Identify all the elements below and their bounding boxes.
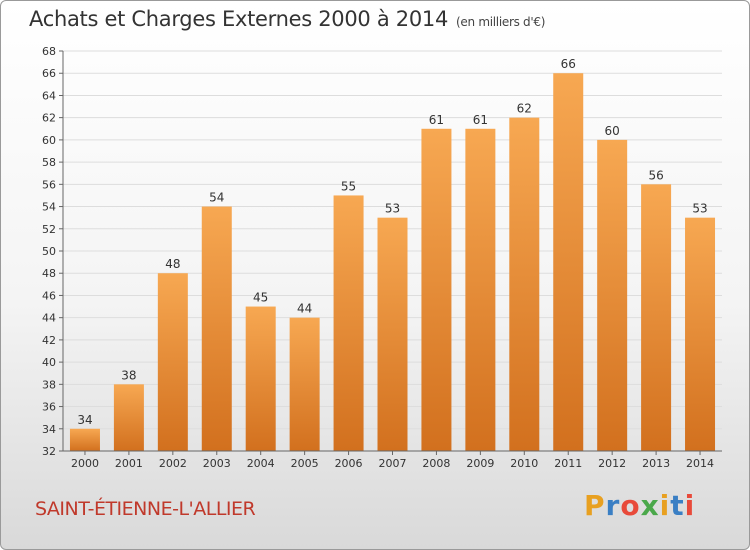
value-label: 61 <box>473 113 488 127</box>
x-tick-label: 2000 <box>71 457 99 470</box>
bar-2008 <box>421 128 452 451</box>
x-tick-label: 2002 <box>159 457 187 470</box>
bar-2003 <box>201 206 232 451</box>
bar-2006 <box>333 195 364 451</box>
y-tick-label: 36 <box>42 401 56 414</box>
bar-2011 <box>553 73 584 451</box>
chart-title: Achats et Charges Externes 2000 à 2014 (e… <box>29 7 545 31</box>
bar-2004 <box>245 306 276 451</box>
bar-2002 <box>157 273 188 451</box>
value-label: 61 <box>429 113 444 127</box>
town-name: SAINT-ÉTIENNE-L'ALLIER <box>35 498 256 520</box>
bar-2009 <box>465 128 496 451</box>
value-label: 34 <box>77 413 92 427</box>
x-tick-label: 2010 <box>510 457 538 470</box>
x-tick-label: 2006 <box>335 457 363 470</box>
x-tick-label: 2004 <box>247 457 275 470</box>
value-label: 38 <box>121 368 136 382</box>
value-label: 45 <box>253 291 268 305</box>
value-label: 48 <box>165 257 180 271</box>
bar-2007 <box>377 217 408 451</box>
y-tick-label: 60 <box>42 134 56 147</box>
y-tick-label: 54 <box>42 201 56 214</box>
bars: 34 38 48 54 45 44 55 53 61 61 62 66 60 56 53 <box>69 57 716 452</box>
y-tick-label: 48 <box>42 267 56 280</box>
logo-letter: t <box>670 489 685 522</box>
x-tick-label: 2013 <box>642 457 670 470</box>
x-tick-label: 2001 <box>115 457 143 470</box>
logo-letter: r <box>605 489 621 522</box>
y-tick-label: 46 <box>42 289 56 302</box>
bar-2001 <box>113 384 144 451</box>
value-label: 56 <box>648 168 663 182</box>
x-tick-label: 2009 <box>466 457 494 470</box>
y-tick-label: 50 <box>42 245 56 258</box>
y-tick-label: 34 <box>42 423 56 436</box>
x-tick-label: 2005 <box>291 457 319 470</box>
bar-2010 <box>509 117 540 452</box>
value-label: 53 <box>385 202 400 216</box>
value-label: 66 <box>561 57 576 71</box>
x-tick-label: 2014 <box>686 457 714 470</box>
logo-letter: i <box>659 489 671 522</box>
x-tick-label: 2012 <box>598 457 626 470</box>
y-tick-label: 64 <box>42 89 56 102</box>
y-tick-label: 66 <box>42 67 56 80</box>
y-tick-label: 52 <box>42 223 56 236</box>
value-label: 44 <box>297 302 312 316</box>
y-tick-label: 38 <box>42 378 56 391</box>
x-tick-label: 2008 <box>422 457 450 470</box>
logo-letter: i <box>684 489 696 522</box>
value-label: 54 <box>209 191 224 205</box>
logo-letter: x <box>640 489 660 522</box>
bar-2012 <box>597 139 628 451</box>
chart-title-text: Achats et Charges Externes 2000 à 2014 <box>29 7 449 31</box>
y-tick-label: 58 <box>42 156 56 169</box>
value-label: 55 <box>341 179 356 193</box>
bar-2005 <box>289 317 320 451</box>
bar-2000 <box>69 428 100 451</box>
y-tick-label: 56 <box>42 178 56 191</box>
bar-2013 <box>641 184 672 452</box>
x-tick-label: 2003 <box>203 457 231 470</box>
axes: 32 34 36 38 40 42 44 46 48 50 52 54 56 58 60 62 64 66 68 20… <box>42 45 722 470</box>
logo-letter: o <box>620 489 641 522</box>
x-tick-label: 2011 <box>554 457 582 470</box>
y-tick-label: 32 <box>42 445 56 458</box>
logo-letter: P <box>584 489 606 522</box>
proxiti-logo: Proxiti <box>584 489 695 522</box>
value-label: 60 <box>605 124 620 138</box>
chart-subtitle: (en milliers d'€) <box>456 15 546 29</box>
value-label: 53 <box>692 202 707 216</box>
y-tick-label: 42 <box>42 334 56 347</box>
y-tick-label: 40 <box>42 356 56 369</box>
y-tick-label: 62 <box>42 112 56 125</box>
x-tick-label: 2007 <box>379 457 407 470</box>
y-tick-label: 68 <box>42 45 56 58</box>
value-label: 62 <box>517 102 532 116</box>
y-tick-label: 44 <box>42 312 56 325</box>
bar-2014 <box>685 217 716 451</box>
